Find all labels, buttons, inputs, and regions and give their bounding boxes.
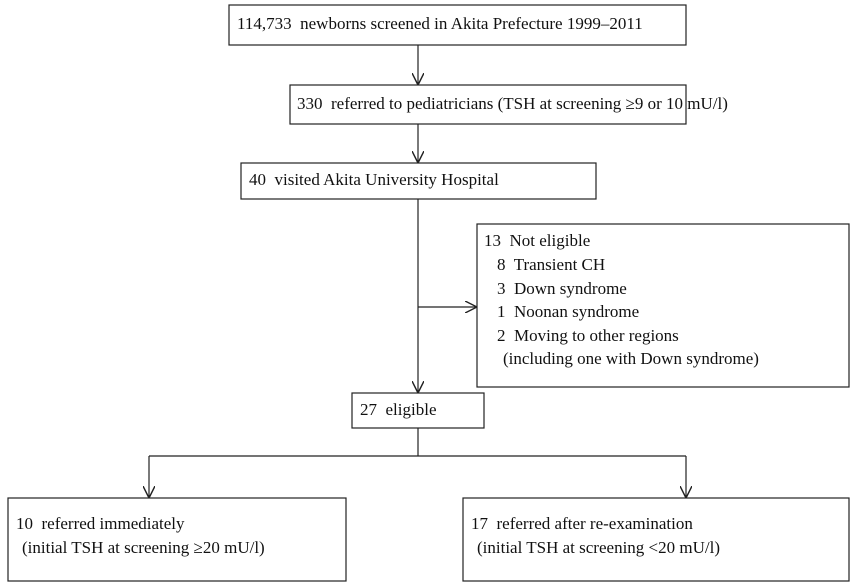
box <box>289 84 687 125</box>
box <box>228 4 687 46</box>
node-label: 114,733 newborns screened in Akita Prefe… <box>237 14 643 33</box>
node-label: (initial TSH at screening <20 mU/l) <box>477 538 720 557</box>
box <box>462 497 850 582</box>
node-label: 2 Moving to other regions <box>497 326 679 345</box>
node-label: 40 visited Akita University Hospital <box>249 170 499 189</box>
node-label: 13 Not eligible <box>484 231 590 250</box>
node-label: 17 referred after re-examination <box>471 514 693 533</box>
node-label: 8 Transient CH <box>497 255 605 274</box>
box <box>351 392 485 429</box>
node-label: 330 referred to pediatricians (TSH at sc… <box>297 94 728 113</box>
node-label: 3 Down syndrome <box>497 279 627 298</box>
node-label: 27 eligible <box>360 400 436 419</box>
node-label: 1 Noonan syndrome <box>497 302 639 321</box>
box <box>7 497 347 582</box>
node-label: 10 referred immediately <box>16 514 185 533</box>
node-label: (including one with Down syndrome) <box>503 349 759 368</box>
node-label: (initial TSH at screening ≥20 mU/l) <box>22 538 265 557</box>
box <box>476 223 850 388</box>
box <box>240 162 597 200</box>
